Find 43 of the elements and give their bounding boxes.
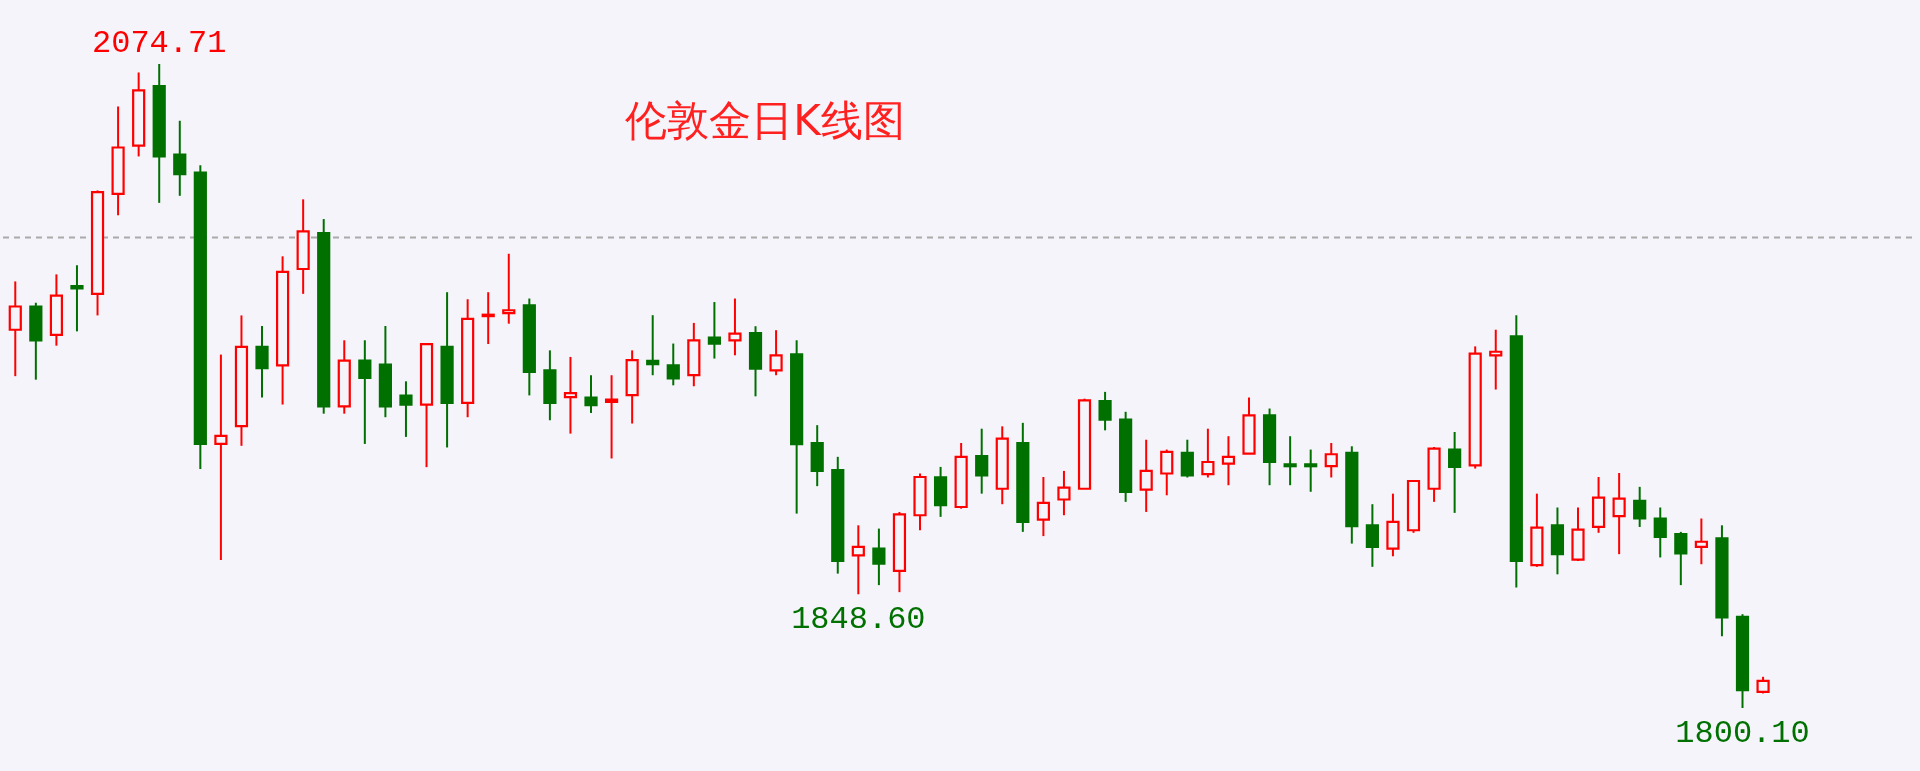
candlestick	[1304, 448, 1318, 493]
candlestick	[255, 324, 269, 399]
candlestick	[70, 264, 84, 333]
candlestick	[214, 353, 228, 562]
candlestick	[1057, 469, 1071, 517]
candlestick	[707, 301, 721, 360]
candlestick	[1139, 438, 1153, 513]
candlestick	[666, 342, 680, 387]
candlestick	[769, 329, 783, 377]
candlestick	[604, 374, 619, 460]
candlestick	[1221, 435, 1236, 487]
candlestick	[728, 297, 742, 357]
annotation: 1848.60	[791, 601, 926, 639]
candlestick	[1653, 506, 1667, 559]
candlestick	[1036, 476, 1050, 538]
candlestick	[1612, 472, 1626, 556]
candlestick	[481, 291, 495, 346]
annotation: 2074.71	[92, 25, 227, 62]
candlestick	[1365, 503, 1379, 568]
candlestick	[1180, 438, 1194, 479]
annotation: 1800.10	[1675, 715, 1810, 752]
candlestick	[173, 119, 187, 197]
candlestick	[1694, 517, 1708, 566]
candlestick	[358, 339, 372, 445]
candlestick	[975, 427, 989, 495]
candlestick	[1160, 448, 1174, 497]
candlestick	[1674, 530, 1688, 587]
text: 伦敦金日K线图	[625, 96, 905, 145]
candlestick	[1633, 485, 1647, 528]
candlestick	[8, 280, 22, 378]
candlestick	[563, 355, 578, 435]
candlestick	[646, 314, 660, 377]
candlestick	[1283, 435, 1297, 487]
candlestick	[851, 524, 865, 596]
candlestick	[584, 374, 598, 414]
candlestick	[399, 380, 413, 438]
candlestick	[502, 252, 516, 325]
candlestick	[1489, 328, 1503, 391]
candlestick	[872, 527, 886, 587]
candlestick	[1448, 430, 1462, 514]
candlestick	[1324, 442, 1338, 479]
candlestick	[1201, 427, 1215, 479]
candlestick	[1098, 390, 1112, 432]
